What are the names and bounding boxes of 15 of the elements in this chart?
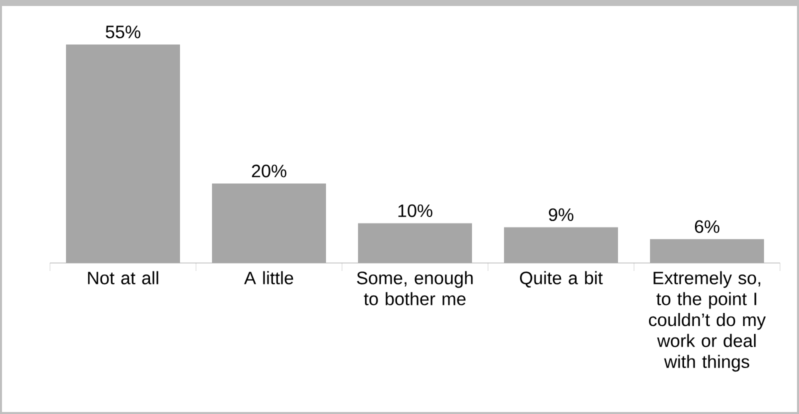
data-label: 10% xyxy=(398,204,432,218)
data-label: 6% xyxy=(694,220,720,233)
bar xyxy=(212,184,326,263)
bar xyxy=(650,239,764,263)
data-label: 20% xyxy=(252,164,286,178)
x-tick-label: Quite a bit xyxy=(520,271,603,288)
x-tick-label: A little xyxy=(244,271,294,284)
x-tick-label: Extremely so, to the point I couldn’t do my work or deal with things xyxy=(648,271,766,372)
data-label: 55% xyxy=(106,26,140,38)
bar xyxy=(504,227,618,263)
data-label: 9% xyxy=(548,208,574,222)
x-tick-label: Some, enough to bother me xyxy=(356,271,473,306)
bar xyxy=(358,223,472,263)
x-tick-label: Not at all xyxy=(88,271,158,284)
bar xyxy=(66,44,180,263)
